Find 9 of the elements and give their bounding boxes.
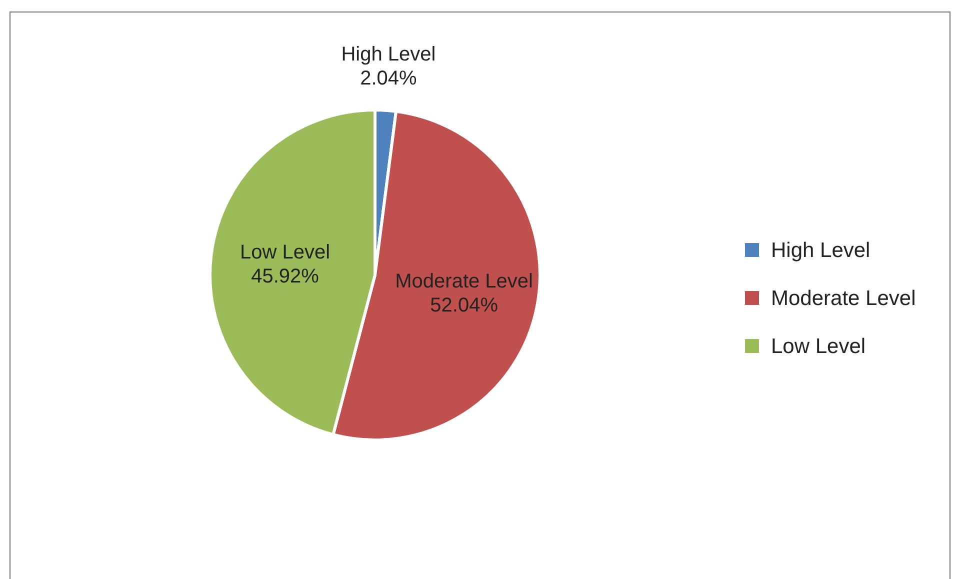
legend-label: High Level — [771, 239, 870, 262]
slice-label: Low Level — [240, 241, 330, 264]
data-label: 45.92% — [251, 265, 320, 288]
legend-label: Moderate Level — [771, 287, 916, 310]
data-label: 2.04% — [360, 67, 418, 90]
slice-label: High Level — [341, 43, 436, 66]
data-label: 52.04% — [430, 294, 498, 316]
legend-label: Low Level — [771, 335, 866, 358]
slice-label: Moderate Level — [395, 270, 534, 292]
